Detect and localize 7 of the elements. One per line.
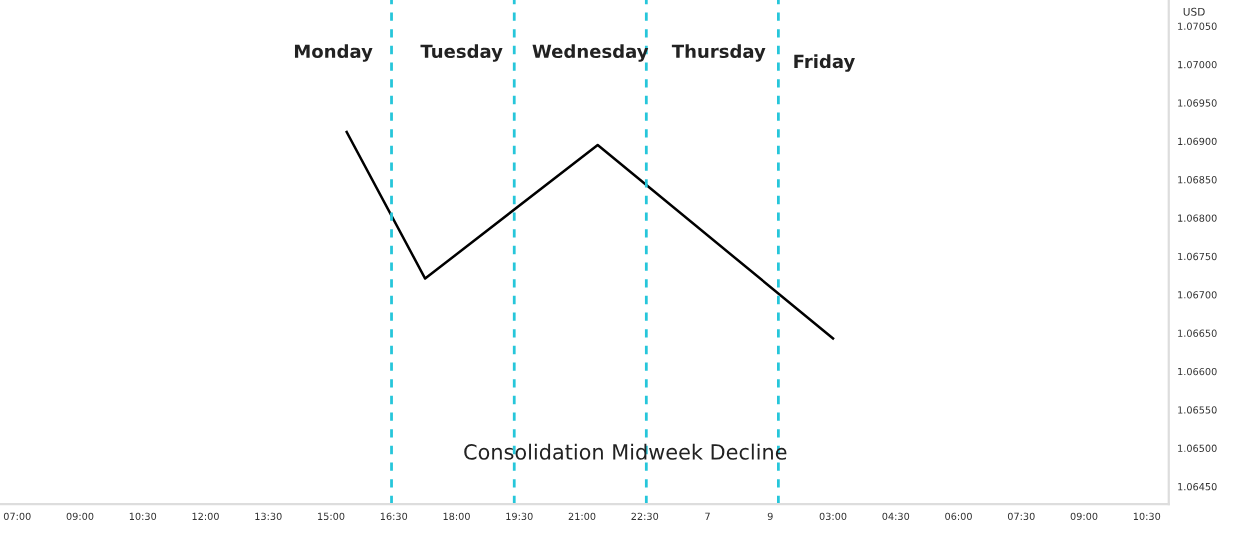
annotation: Consolidation Midweek Decline — [464, 443, 787, 460]
annotation: Tuesday — [420, 44, 503, 62]
annotation: Thursday — [671, 44, 766, 62]
annotation: Friday — [794, 54, 855, 72]
annotation: Wednesday — [532, 44, 649, 62]
line-series — [345, 130, 835, 340]
annotation: Monday — [294, 44, 373, 62]
